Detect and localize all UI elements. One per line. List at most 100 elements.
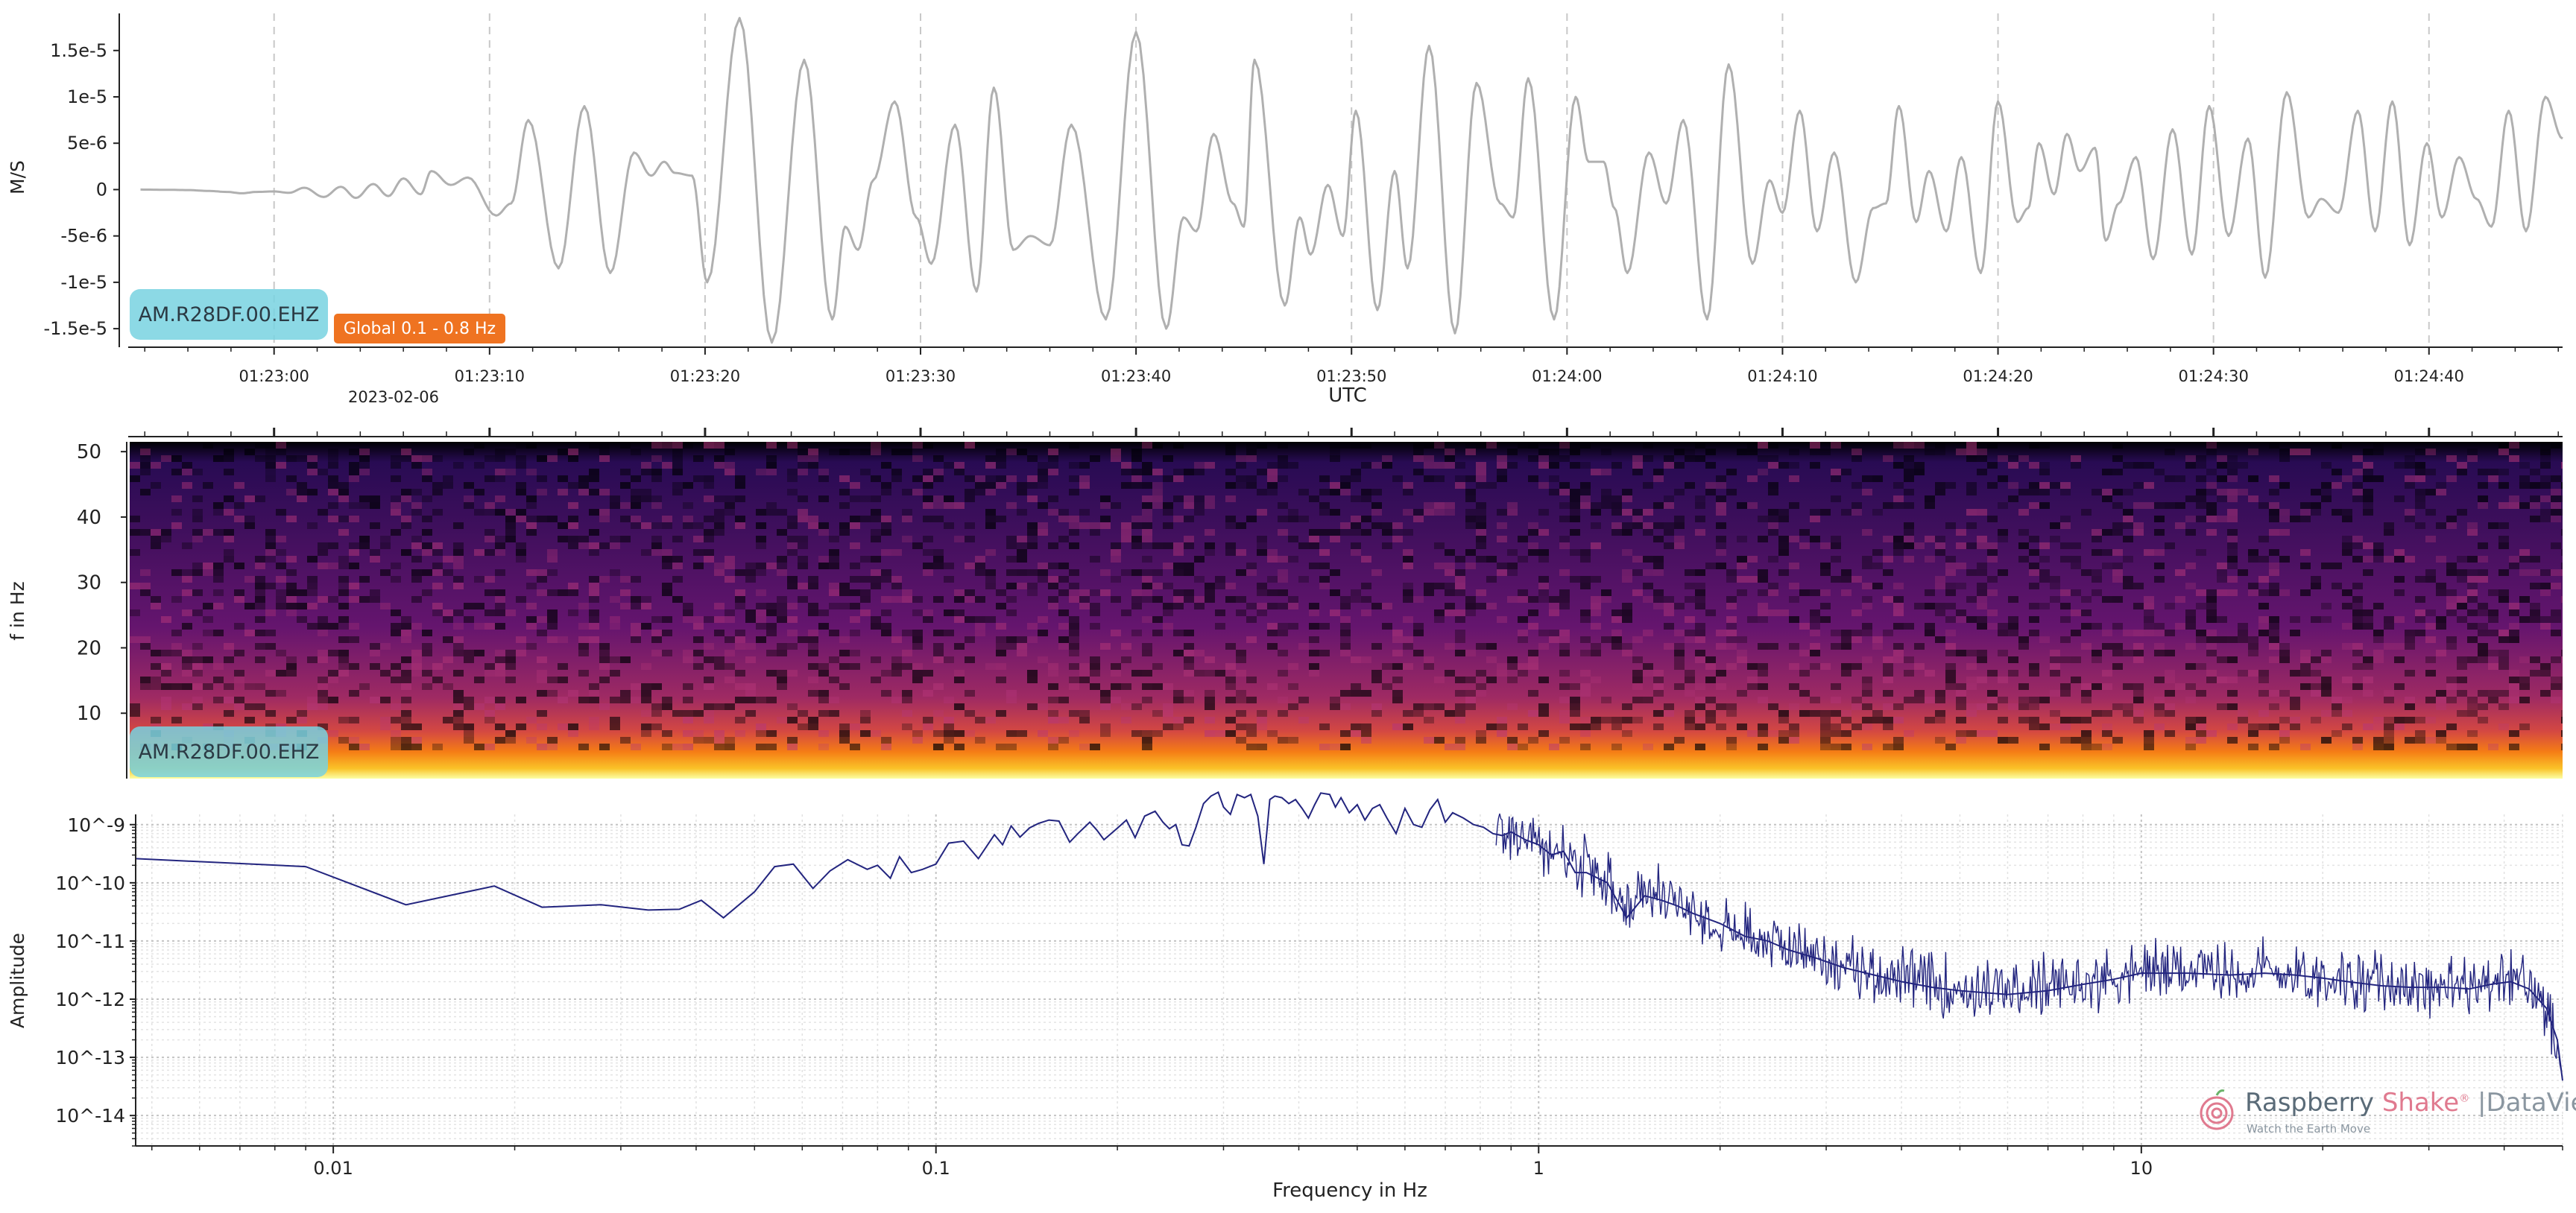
spectrum-y-tick-label: 10^-12 [55, 989, 125, 1010]
spectrogram-cell [724, 650, 735, 656]
spectrogram-cell [631, 489, 641, 495]
spectrogram-cell [1257, 609, 1267, 616]
spectrogram-cell [662, 730, 672, 737]
spectrogram-cell [2102, 529, 2112, 536]
spectrogram-cell [1058, 636, 1069, 643]
spectrogram-cell [1987, 730, 1998, 737]
spectrogram-cell [2238, 710, 2248, 717]
spectrogram-cell [568, 723, 578, 730]
spectrogram-cell [1173, 630, 1184, 636]
spectrogram-cell [1090, 589, 1100, 596]
spectrogram-cell [1330, 589, 1340, 596]
spectrogram-cell [286, 717, 297, 723]
spectrogram-cell [495, 703, 505, 710]
spectrogram-cell [1351, 589, 1361, 596]
spectrogram-cell [1591, 576, 1601, 583]
spectrogram-cell [2196, 489, 2206, 495]
spectrogram-cell [2363, 449, 2373, 455]
spectrogram-cell [985, 569, 996, 576]
spectrogram-cell [2081, 643, 2092, 650]
spectrogram-cell [1591, 502, 1601, 509]
spectrogram-cell [1486, 656, 1497, 663]
spectrogram-cell [2321, 489, 2332, 495]
spectrogram-cell [161, 670, 171, 677]
spectrogram-cell [1758, 603, 1768, 609]
spectrogram-cell [2248, 670, 2258, 677]
spectrogram-cell [1173, 690, 1184, 697]
spectrogram-cell [1977, 603, 1987, 609]
spectrogram-cell [1559, 603, 1570, 609]
spectrogram-cell [1685, 569, 1695, 576]
spectrogram-cell [276, 603, 286, 609]
spectrogram-cell [234, 502, 244, 509]
spectrogram-cell [2405, 717, 2415, 723]
spectrogram-cell [234, 697, 244, 703]
spectrogram-cell [1434, 563, 1445, 569]
spectrogram-cell [1956, 583, 1966, 589]
spectrogram-cell [724, 744, 735, 750]
spectrogram-cell [1852, 509, 1862, 516]
spectrogram-cell [401, 723, 411, 730]
spectrogram-cell [975, 623, 985, 630]
spectrogram-cell [651, 636, 662, 643]
spectrogram-cell [2436, 522, 2446, 529]
spectrogram-cell [745, 569, 756, 576]
spectrogram-cell [495, 542, 505, 549]
spectrogram-cell [891, 596, 902, 603]
spectrogram-cell [1038, 616, 1048, 623]
spectrogram-cell [1705, 710, 1716, 717]
spectrogram-cell [2206, 509, 2217, 516]
spectrogram-cell [2467, 636, 2478, 643]
spectrogram-cell [2154, 703, 2165, 710]
spectrogram-cell [203, 529, 213, 536]
spectrogram-cell [1225, 683, 1236, 690]
spectrogram-cell [1278, 603, 1288, 609]
spectrogram-cell [1966, 449, 1977, 455]
spectrogram-cell [1622, 509, 1632, 516]
spectrogram-cell [724, 609, 735, 616]
spectrogram-cell [1288, 596, 1298, 603]
spectrogram-cell [1956, 616, 1966, 623]
spectrogram-cell [1622, 603, 1632, 609]
spectrogram-cell [2342, 723, 2352, 730]
spectrogram-cell [1424, 737, 1434, 744]
spectrogram-cell [2509, 563, 2519, 569]
spectrogram-cell [1361, 609, 1371, 616]
spectrogram-cell [537, 576, 547, 583]
spectrogram-cell [276, 549, 286, 556]
spectrogram-cell [1048, 737, 1058, 744]
spectrogram-cell [516, 542, 526, 549]
spectrogram-cell [2498, 449, 2509, 455]
spectrogram-cell [1330, 529, 1340, 536]
spectrogram-cell [933, 455, 944, 462]
spectrogram-cell [2227, 576, 2238, 583]
spectrogram-cell [401, 516, 411, 522]
spectrogram-cell [2405, 703, 2415, 710]
spectrogram-cell [1392, 677, 1403, 683]
spectrogram-cell [1027, 589, 1038, 596]
spectrogram-cell [1424, 462, 1434, 469]
spectrogram-cell [683, 616, 693, 623]
spectrogram-cell [1893, 502, 1904, 509]
spectrogram-cell [568, 609, 578, 616]
spectrogram-cell [422, 650, 432, 656]
spectrogram-cell [2540, 449, 2551, 455]
spectrogram-cell [2008, 670, 2018, 677]
spectrogram-cell [2050, 583, 2060, 589]
waveform-x-tick-label: 01:24:30 [2178, 367, 2248, 385]
spectrogram-cell [808, 455, 818, 462]
spectrogram-cell [1424, 502, 1434, 509]
spectrogram-cell [1476, 522, 1486, 529]
spectrogram-cell [2133, 522, 2144, 529]
spectrogram-cell [881, 529, 891, 536]
spectrogram-cell [1027, 475, 1038, 482]
spectrum-y-tick-label: 10^-11 [55, 931, 125, 952]
spectrogram-cell [1747, 663, 1758, 670]
spectrogram-cell [1559, 636, 1570, 643]
spectrogram-cell [307, 469, 318, 475]
spectrogram-cell [422, 683, 432, 690]
spectrogram-cell [2478, 609, 2488, 616]
spectrogram-cell [1726, 636, 1737, 643]
spectrogram-cell [1288, 462, 1298, 469]
spectrogram-cell [2425, 569, 2436, 576]
